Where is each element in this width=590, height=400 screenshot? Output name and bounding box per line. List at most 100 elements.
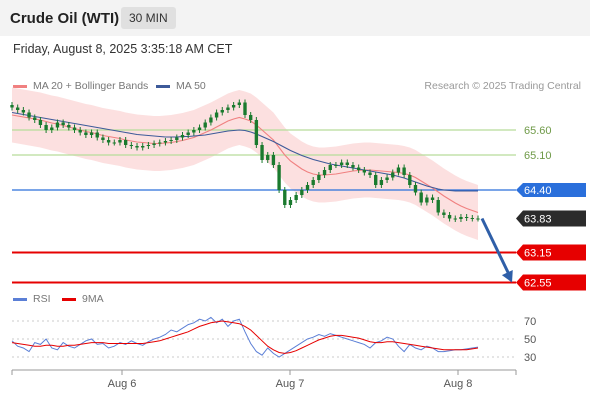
candle (231, 102, 236, 111)
candle (470, 215, 475, 222)
candle-body (72, 127, 77, 130)
candle-body (152, 143, 156, 145)
candle (294, 192, 298, 203)
candle (226, 104, 230, 113)
candle (447, 212, 452, 222)
candle (334, 162, 338, 168)
level-63-83: 63.83 (516, 210, 586, 227)
candle (95, 129, 99, 141)
candle-body (464, 217, 469, 218)
rsi-tick-label: 50 (524, 334, 536, 346)
timeframe-badge[interactable]: 30 MIN (121, 7, 176, 29)
candle (72, 124, 77, 133)
candle-body (260, 145, 264, 160)
candle-body (425, 197, 429, 203)
last-price-label: 63.83 (524, 214, 552, 226)
candle (27, 109, 31, 121)
candle-body (10, 105, 14, 108)
candle (129, 142, 134, 149)
candle (391, 169, 395, 181)
candle-body (186, 132, 190, 135)
candle (243, 99, 247, 118)
candles (10, 99, 480, 222)
level-label: 63.15 (524, 248, 552, 260)
candle-body (67, 125, 71, 128)
candle-body (419, 192, 423, 203)
candle (214, 109, 219, 121)
candle-body (402, 167, 406, 175)
candle (89, 129, 94, 138)
legend-rsi-ma: 9MA (62, 293, 104, 305)
candle-body (334, 165, 338, 166)
candle (254, 117, 259, 148)
candle-body (214, 112, 219, 118)
rsi-tick-label: 70 (524, 316, 536, 328)
candle (10, 102, 14, 111)
candle (419, 189, 423, 206)
candle (112, 139, 116, 146)
candle-body (163, 141, 168, 143)
candle (339, 159, 344, 168)
candle-body (33, 117, 37, 120)
candle (368, 169, 372, 178)
candle-body (459, 217, 463, 219)
candle (459, 214, 463, 222)
ma50-swatch (156, 84, 170, 88)
candle (260, 142, 264, 163)
rsi-ma-swatch (62, 297, 76, 301)
candle-body (311, 180, 315, 185)
legend-rsi: RSI (13, 293, 51, 305)
candle (141, 143, 145, 151)
candle (38, 117, 43, 128)
candle (21, 107, 26, 116)
candle (163, 138, 168, 146)
ma20-label: MA 20 + Bollinger Bands (33, 80, 149, 92)
candle-body (391, 172, 395, 178)
candle-body (141, 146, 145, 148)
ma20-line (11, 114, 479, 214)
level-tag (516, 274, 586, 291)
candle (33, 114, 37, 123)
level-tag (516, 183, 586, 197)
level-62-55: 62.55 (12, 274, 586, 291)
candle-body (237, 102, 242, 105)
candle-body (209, 117, 213, 123)
candle (425, 194, 429, 206)
candle-body (21, 110, 26, 113)
candle-body (197, 127, 202, 130)
candle (180, 132, 185, 141)
ma50-line (11, 111, 478, 192)
candle (317, 172, 321, 183)
candle (175, 134, 179, 143)
research-credit: Research © 2025 Trading Central (424, 80, 581, 92)
candle (464, 214, 469, 221)
candle-body (123, 140, 128, 145)
rsi-tick-label: 30 (524, 352, 536, 364)
candle-body (15, 107, 20, 110)
level-label: 62.55 (524, 278, 552, 290)
candle-body (453, 218, 457, 220)
candle-body (396, 167, 401, 173)
candle-body (27, 112, 31, 118)
candle (237, 99, 242, 108)
candle-body (283, 190, 287, 205)
candle (374, 172, 378, 188)
candle (61, 119, 65, 128)
candle-body (158, 142, 162, 144)
candle (453, 215, 457, 222)
candle (101, 134, 105, 143)
candle (67, 122, 71, 131)
candle-body (89, 132, 94, 135)
candle (379, 177, 384, 188)
level-label: 65.60 (524, 125, 552, 137)
rsi-ma-line (11, 320, 479, 354)
candle (197, 124, 202, 133)
candle-body (95, 132, 99, 138)
candle-body (180, 135, 185, 138)
candle (300, 187, 304, 198)
candle (362, 167, 367, 176)
rsi-swatch (13, 297, 27, 301)
candle-body (328, 165, 332, 170)
candle-body (345, 162, 349, 165)
